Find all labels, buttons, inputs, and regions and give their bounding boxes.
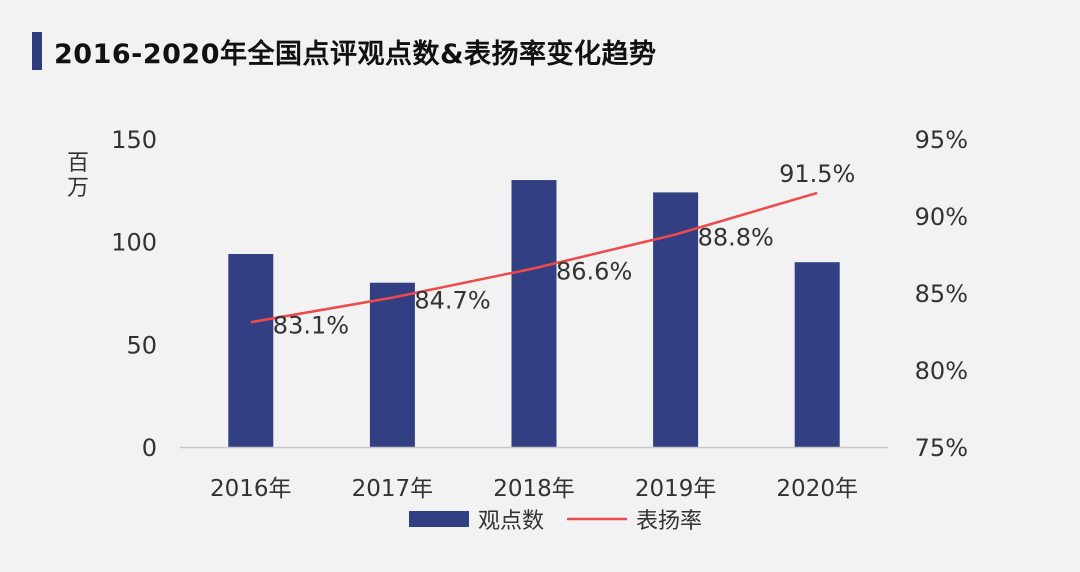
rate-data-label: 86.6% — [556, 257, 632, 285]
legend: 观点数 表扬率 — [409, 509, 702, 534]
left-tick-label: 50 — [126, 331, 157, 359]
right-tick-label: 80% — [915, 357, 968, 385]
left-tick-label: 100 — [111, 229, 157, 257]
category-label: 2020年 — [776, 476, 858, 502]
left-tick-label: 0 — [142, 434, 157, 462]
unit-char: 万 — [67, 176, 89, 201]
category-label: 2016年 — [210, 476, 292, 502]
chart-title-block: 2016-2020年全国点评观点数&表扬率变化趋势 — [32, 30, 657, 72]
left-axis-unit: 百万 — [67, 151, 89, 201]
rate-data-labels: 83.1% 84.7% 86.6% 88.8% 91.5% — [273, 160, 856, 339]
category-label: 2019年 — [635, 476, 717, 502]
rate-data-label: 91.5% — [779, 160, 855, 188]
right-axis-ticks: 75% 80% 85% 90% 95% — [915, 126, 968, 462]
rate-data-label: 84.7% — [414, 287, 490, 315]
category-label: 2018年 — [493, 476, 575, 502]
right-tick-label: 75% — [915, 434, 968, 462]
bar-2020年 — [794, 262, 840, 447]
left-tick-label: 150 — [111, 126, 157, 154]
left-axis-ticks: 0 50 100 150 — [111, 126, 157, 462]
category-label: 2017年 — [352, 476, 434, 502]
right-tick-label: 85% — [915, 280, 968, 308]
chart-title: 2016-2020年全国点评观点数&表扬率变化趋势 — [54, 38, 657, 70]
legend-line-label: 表扬率 — [636, 509, 702, 534]
unit-char: 百 — [67, 151, 89, 176]
x-axis-category-labels: 2016年 2017年 2018年 2019年 2020年 — [210, 476, 858, 502]
title-accent-bar — [32, 32, 42, 70]
rate-data-label: 83.1% — [273, 311, 349, 339]
bar-2016年 — [228, 253, 274, 447]
rate-series-line — [250, 191, 818, 324]
rate-data-label: 88.8% — [698, 223, 774, 251]
legend-bar-label: 观点数 — [478, 509, 544, 534]
right-tick-label: 90% — [915, 203, 968, 231]
bar-2018年 — [511, 180, 557, 448]
right-tick-label: 95% — [915, 126, 968, 154]
legend-bar-swatch — [409, 511, 469, 527]
bar-2017年 — [369, 282, 415, 447]
